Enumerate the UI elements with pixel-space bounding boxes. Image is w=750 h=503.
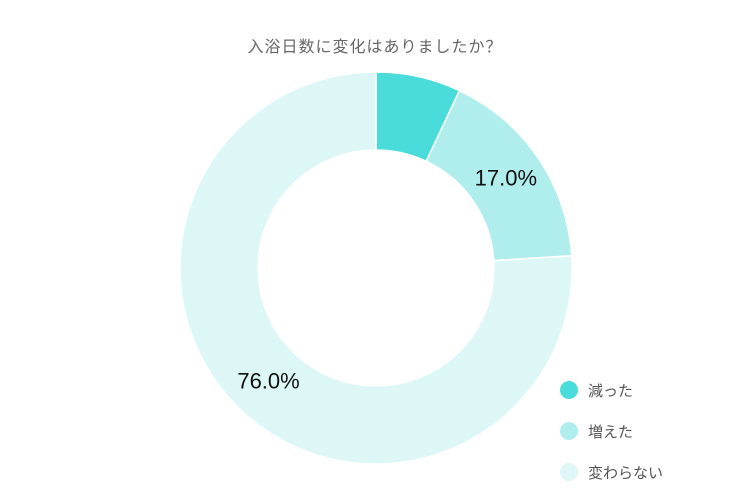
legend-swatch-unchanged [560, 463, 578, 481]
legend-swatch-increased [560, 422, 578, 440]
legend-item-increased[interactable]: 増えた [560, 421, 663, 441]
legend-swatch-decreased [560, 381, 578, 399]
legend-item-decreased[interactable]: 減った [560, 380, 663, 400]
data-label-unchanged: 76.0% [237, 368, 299, 393]
slice-unchanged[interactable] [179, 71, 573, 465]
chart-title: 入浴日数に変化はありましたか？ [247, 37, 503, 56]
legend-label-decreased: 減った [588, 381, 634, 400]
legend: 減った 増えた 変わらない [560, 380, 663, 503]
legend-label-unchanged: 変わらない [588, 463, 664, 482]
data-label-increased: 17.0% [475, 166, 537, 191]
legend-item-unchanged[interactable]: 変わらない [560, 462, 663, 482]
legend-label-increased: 増えた [588, 422, 634, 441]
